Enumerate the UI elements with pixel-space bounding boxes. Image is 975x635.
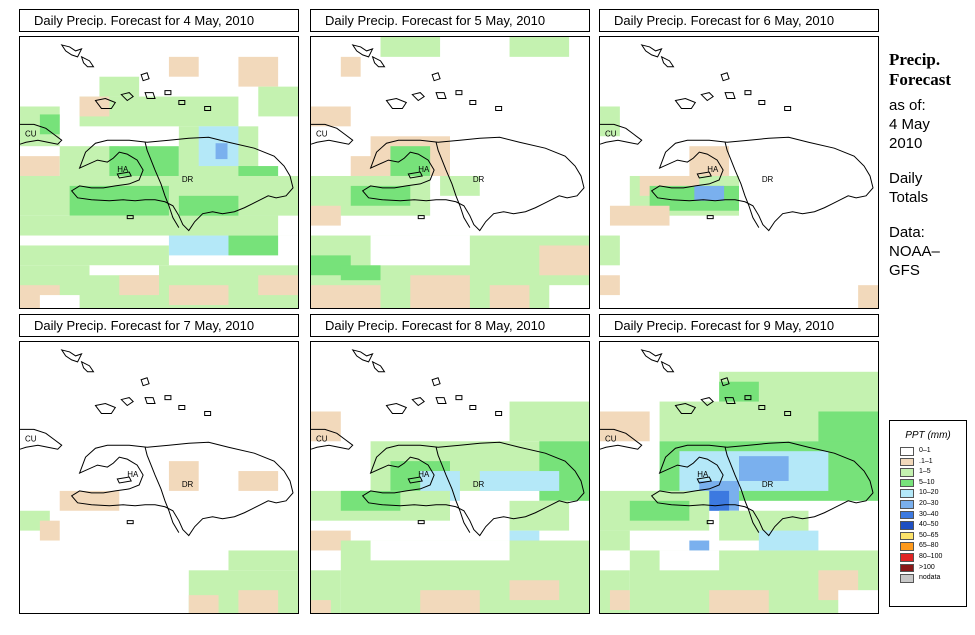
legend-label: >100 (919, 563, 935, 571)
label-dominican-republic: DR (473, 175, 485, 184)
asof-label: as of: (889, 97, 926, 114)
heading-line-1: Precip. (889, 50, 941, 69)
legend-label: 5–10 (919, 478, 935, 486)
totals-line-1: Daily (889, 170, 923, 187)
legend-swatch (900, 447, 914, 456)
label-cuba: CU (605, 434, 617, 443)
forecast-panel-may-9: Daily Precip. Forecast for 9 May, 2010 (599, 314, 879, 614)
label-haiti: HA (117, 165, 129, 174)
legend-label: 20–30 (919, 499, 939, 507)
legend-item: 0–1 (890, 446, 966, 457)
precip-cells (20, 56, 298, 308)
legend-item: 40–50 (890, 520, 966, 531)
precip-cells (600, 106, 878, 308)
legend-label: 65–80 (919, 542, 939, 550)
legend-label: 0–1 (919, 447, 931, 454)
precip-map: CU HA DR (599, 341, 879, 614)
panel-title: Daily Precip. Forecast for 5 May, 2010 (310, 9, 590, 32)
legend-rows: 0–1 .1–1 1–5 5–10 10–20 20–30 30–40 40–50 50–65 6… (890, 446, 966, 584)
legend-item: 1–5 (890, 467, 966, 478)
sidebar-info: Precip. Forecast as of: 4 May 2010 Daily… (889, 50, 971, 280)
legend-swatch (900, 478, 914, 488)
totals-line-2: Totals (889, 189, 929, 206)
legend-label: nodata (919, 574, 941, 582)
legend-swatch (900, 531, 914, 541)
legend-item: 50–65 (890, 531, 966, 542)
label-dominican-republic: DR (182, 175, 194, 184)
legend-item: 5–10 (890, 478, 966, 489)
label-haiti: HA (697, 470, 709, 479)
label-dominican-republic: DR (182, 480, 194, 489)
forecast-panel-may-5: Daily Precip. Forecast for 5 May, 2010 (310, 9, 590, 309)
legend-label: 40–50 (919, 521, 939, 529)
legend-item: 65–80 (890, 541, 966, 552)
legend-swatch (900, 489, 914, 498)
legend-swatch (900, 574, 914, 583)
legend-item: .1–1 (890, 457, 966, 468)
forecast-panel-may-7: Daily Precip. Forecast for 7 May, 2010 C… (19, 314, 299, 614)
legend-item: 20–30 (890, 499, 966, 510)
precip-map: CU HA DR (310, 36, 590, 309)
precip-map: CU HA DR (19, 341, 299, 614)
precip-cells (20, 461, 298, 613)
precip-cells (311, 37, 589, 308)
legend-item: >100 (890, 563, 966, 574)
legend-label: .1–1 (919, 457, 933, 465)
precip-map: CU HA DR (19, 36, 299, 309)
legend-label: 50–65 (919, 531, 939, 539)
legend-swatch (900, 542, 914, 551)
forecast-panel-may-4: Daily Precip. Forecast for 4 May, 2010 (19, 9, 299, 309)
legend-item: 30–40 (890, 510, 966, 521)
panel-title: Daily Precip. Forecast for 7 May, 2010 (19, 314, 299, 337)
panel-title: Daily Precip. Forecast for 4 May, 2010 (19, 9, 299, 32)
legend-swatch (900, 521, 914, 530)
precip-map: CU HA DR (599, 36, 879, 309)
legend-item: 80–100 (890, 552, 966, 563)
forecast-panel-may-8: Daily Precip. Forecast for 8 May, 2010 C… (310, 314, 590, 614)
legend-label: 1–5 (919, 468, 931, 476)
data-line-2: NOAA– (889, 243, 940, 260)
label-dominican-republic: DR (762, 175, 774, 184)
legend-swatch (900, 468, 914, 477)
heading-line-2: Forecast (889, 70, 951, 89)
label-dominican-republic: DR (473, 480, 485, 489)
label-cuba: CU (316, 434, 328, 443)
date-line-1: 4 May (889, 116, 930, 133)
data-line-1: Data: (889, 224, 925, 241)
panel-title: Daily Precip. Forecast for 8 May, 2010 (310, 314, 590, 337)
label-cuba: CU (25, 434, 37, 443)
legend-label: 10–20 (919, 489, 939, 497)
label-cuba: CU (25, 129, 37, 138)
label-cuba: CU (605, 129, 617, 138)
panel-title: Daily Precip. Forecast for 9 May, 2010 (599, 314, 879, 337)
label-haiti: HA (418, 165, 430, 174)
panel-title: Daily Precip. Forecast for 6 May, 2010 (599, 9, 879, 32)
label-haiti: HA (418, 470, 430, 479)
legend-title: PPT (mm) (905, 430, 951, 441)
legend-swatch (900, 552, 914, 562)
label-dominican-republic: DR (762, 480, 774, 489)
legend-swatch (900, 510, 914, 520)
legend-swatch (900, 457, 914, 467)
legend-item: 10–20 (890, 488, 966, 499)
ppt-legend: PPT (mm) 0–1 .1–1 1–5 5–10 10–20 20–30 30–40 40… (889, 420, 967, 607)
forecast-panel-may-6: Daily Precip. Forecast for 6 May, 2010 C… (599, 9, 879, 309)
precip-cells (600, 371, 878, 613)
legend-label: 80–100 (919, 552, 943, 560)
legend-swatch (900, 499, 914, 509)
legend-label: 30–40 (919, 510, 939, 518)
legend-item: nodata (890, 573, 966, 584)
data-line-3: GFS (889, 262, 920, 279)
date-line-2: 2010 (889, 135, 923, 152)
label-haiti: HA (127, 470, 139, 479)
label-haiti: HA (707, 165, 719, 174)
legend-swatch (900, 563, 914, 573)
precip-map: CU HA DR (310, 341, 590, 614)
precip-cells (311, 401, 589, 613)
label-cuba: CU (316, 129, 328, 138)
